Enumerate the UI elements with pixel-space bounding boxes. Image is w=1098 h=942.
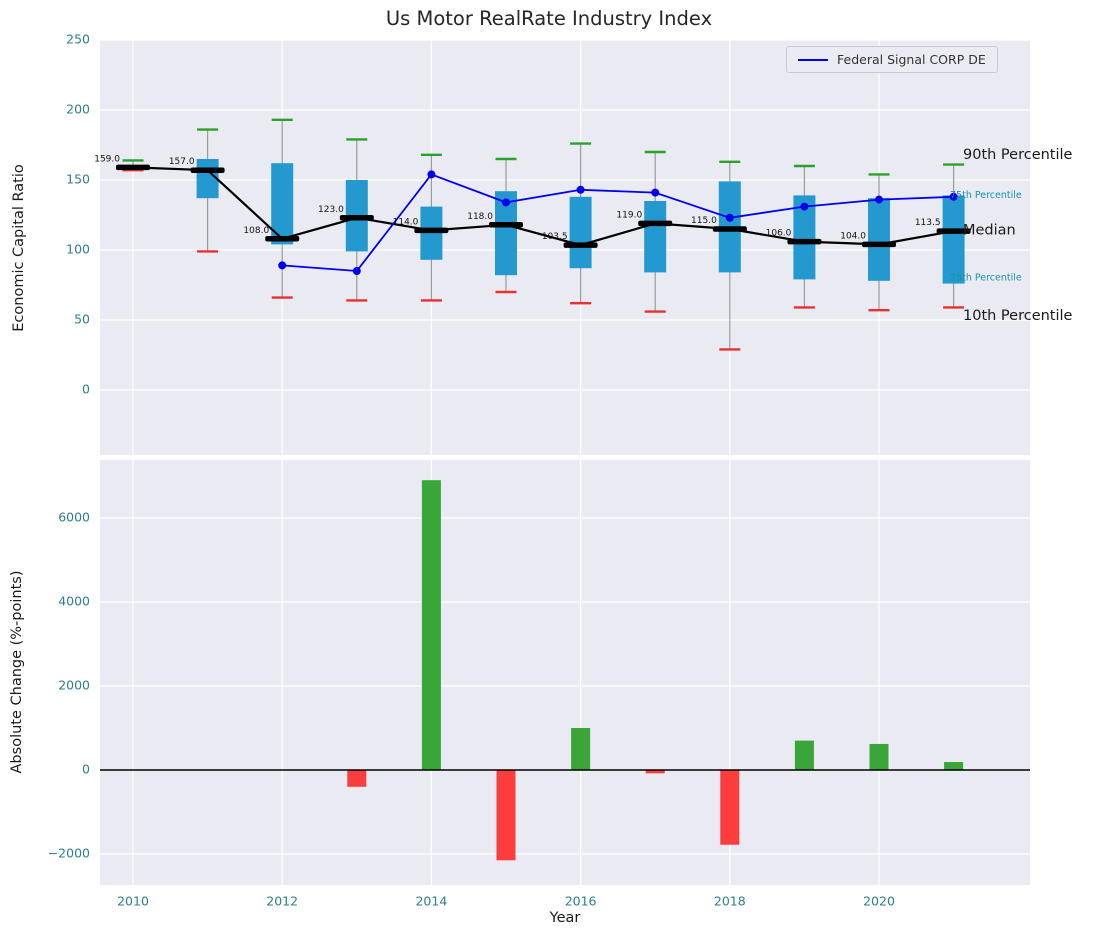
top-y-tick-label: 0 (82, 382, 90, 397)
company-point-2015 (502, 198, 510, 207)
bar-2015 (496, 770, 516, 861)
box-2017 (644, 201, 667, 273)
median-marker-2020 (862, 241, 896, 248)
median-marker-2016 (563, 242, 598, 248)
median-marker-2010 (116, 164, 150, 171)
box-2012 (271, 163, 294, 245)
bar-2021 (944, 762, 964, 770)
company-point-2016 (576, 185, 585, 194)
bottom-y-axis-label: Absolute Change (%-points) (9, 570, 25, 774)
bar-2018 (720, 770, 740, 845)
top-y-tick-label: 250 (66, 32, 90, 47)
median-label-2013: 123.0 (318, 205, 344, 215)
company-point-2019 (800, 202, 809, 211)
chart-title: Us Motor RealRate Industry Index (385, 7, 713, 30)
annotation-10th-percentile: 10th Percentile (963, 308, 1073, 324)
bar-2019 (794, 740, 814, 770)
x-tick-label: 2014 (415, 894, 447, 909)
median-marker-2013 (339, 215, 374, 221)
x-tick-label: 2012 (266, 894, 298, 909)
median-marker-2015 (489, 222, 523, 228)
x-axis-label: Year (549, 910, 581, 926)
x-tick-label: 2010 (117, 894, 149, 909)
bottom-panel-bg (100, 460, 1030, 885)
bar-2013 (347, 770, 367, 787)
annotation-75th-percentile: 75th Percentile (950, 190, 1022, 201)
median-label-2021: 113.5 (915, 218, 941, 228)
median-marker-2014 (414, 227, 449, 234)
median-label-2010: 159.0 (94, 154, 120, 164)
annotation-median: Median (963, 222, 1016, 238)
bar-2020 (869, 743, 889, 770)
company-point-2013 (352, 267, 361, 275)
median-label-2015: 118.0 (467, 212, 493, 222)
box-2015 (495, 191, 517, 276)
top-y-axis-label: Economic Capital Ratio (11, 164, 27, 332)
top-y-tick-label: 150 (66, 172, 90, 187)
bottom-y-tick-label: 6000 (58, 510, 90, 525)
company-point-2014 (427, 170, 436, 179)
top-y-tick-label: 200 (66, 102, 90, 117)
bottom-y-tick-label: 0 (82, 762, 90, 777)
bar-2014 (421, 480, 441, 770)
box-2019 (793, 195, 816, 280)
median-marker-2012 (265, 236, 300, 242)
legend-line-sample (798, 58, 828, 61)
legend-label: Federal Signal CORP DE (837, 52, 986, 67)
company-point-2020 (875, 195, 883, 204)
box-2021 (942, 195, 965, 284)
box-2014 (420, 206, 443, 260)
median-marker-2018 (712, 226, 747, 232)
bottom-y-tick-label: −2000 (48, 846, 90, 861)
x-tick-label: 2016 (565, 894, 597, 909)
median-label-2012: 108.0 (243, 226, 269, 236)
company-point-2018 (725, 213, 734, 222)
median-label-2019: 106.0 (766, 229, 792, 239)
median-label-2016: 103.5 (542, 232, 568, 242)
bar-2016 (571, 728, 591, 770)
median-marker-2011 (190, 167, 225, 173)
median-marker-2017 (638, 220, 673, 227)
company-point-2017 (651, 188, 660, 197)
company-point-2021 (949, 192, 958, 201)
bottom-y-tick-label: 4000 (58, 594, 90, 609)
median-marker-2019 (787, 238, 822, 245)
median-label-2011: 157.0 (169, 157, 195, 167)
box-2016 (569, 196, 592, 269)
median-label-2018: 115.0 (691, 216, 717, 226)
bar-2017 (645, 770, 665, 774)
annotation-25th-percentile: 25th Percentile (950, 273, 1022, 284)
annotation-90th-percentile: 90th Percentile (963, 147, 1073, 163)
box-2020 (868, 198, 890, 281)
x-tick-label: 2020 (863, 894, 895, 909)
legend: Federal Signal CORP DE (786, 46, 998, 73)
x-tick-label: 2018 (714, 894, 746, 909)
company-point-2012 (278, 261, 287, 270)
median-label-2014: 114.0 (393, 217, 419, 227)
median-label-2017: 119.0 (616, 210, 642, 220)
company-line (282, 173, 954, 272)
top-y-tick-label: 50 (74, 312, 90, 327)
median-label-2020: 104.0 (840, 231, 866, 241)
bottom-y-tick-label: 2000 (58, 678, 90, 693)
top-y-tick-label: 100 (66, 242, 90, 257)
median-marker-2021 (936, 228, 971, 234)
